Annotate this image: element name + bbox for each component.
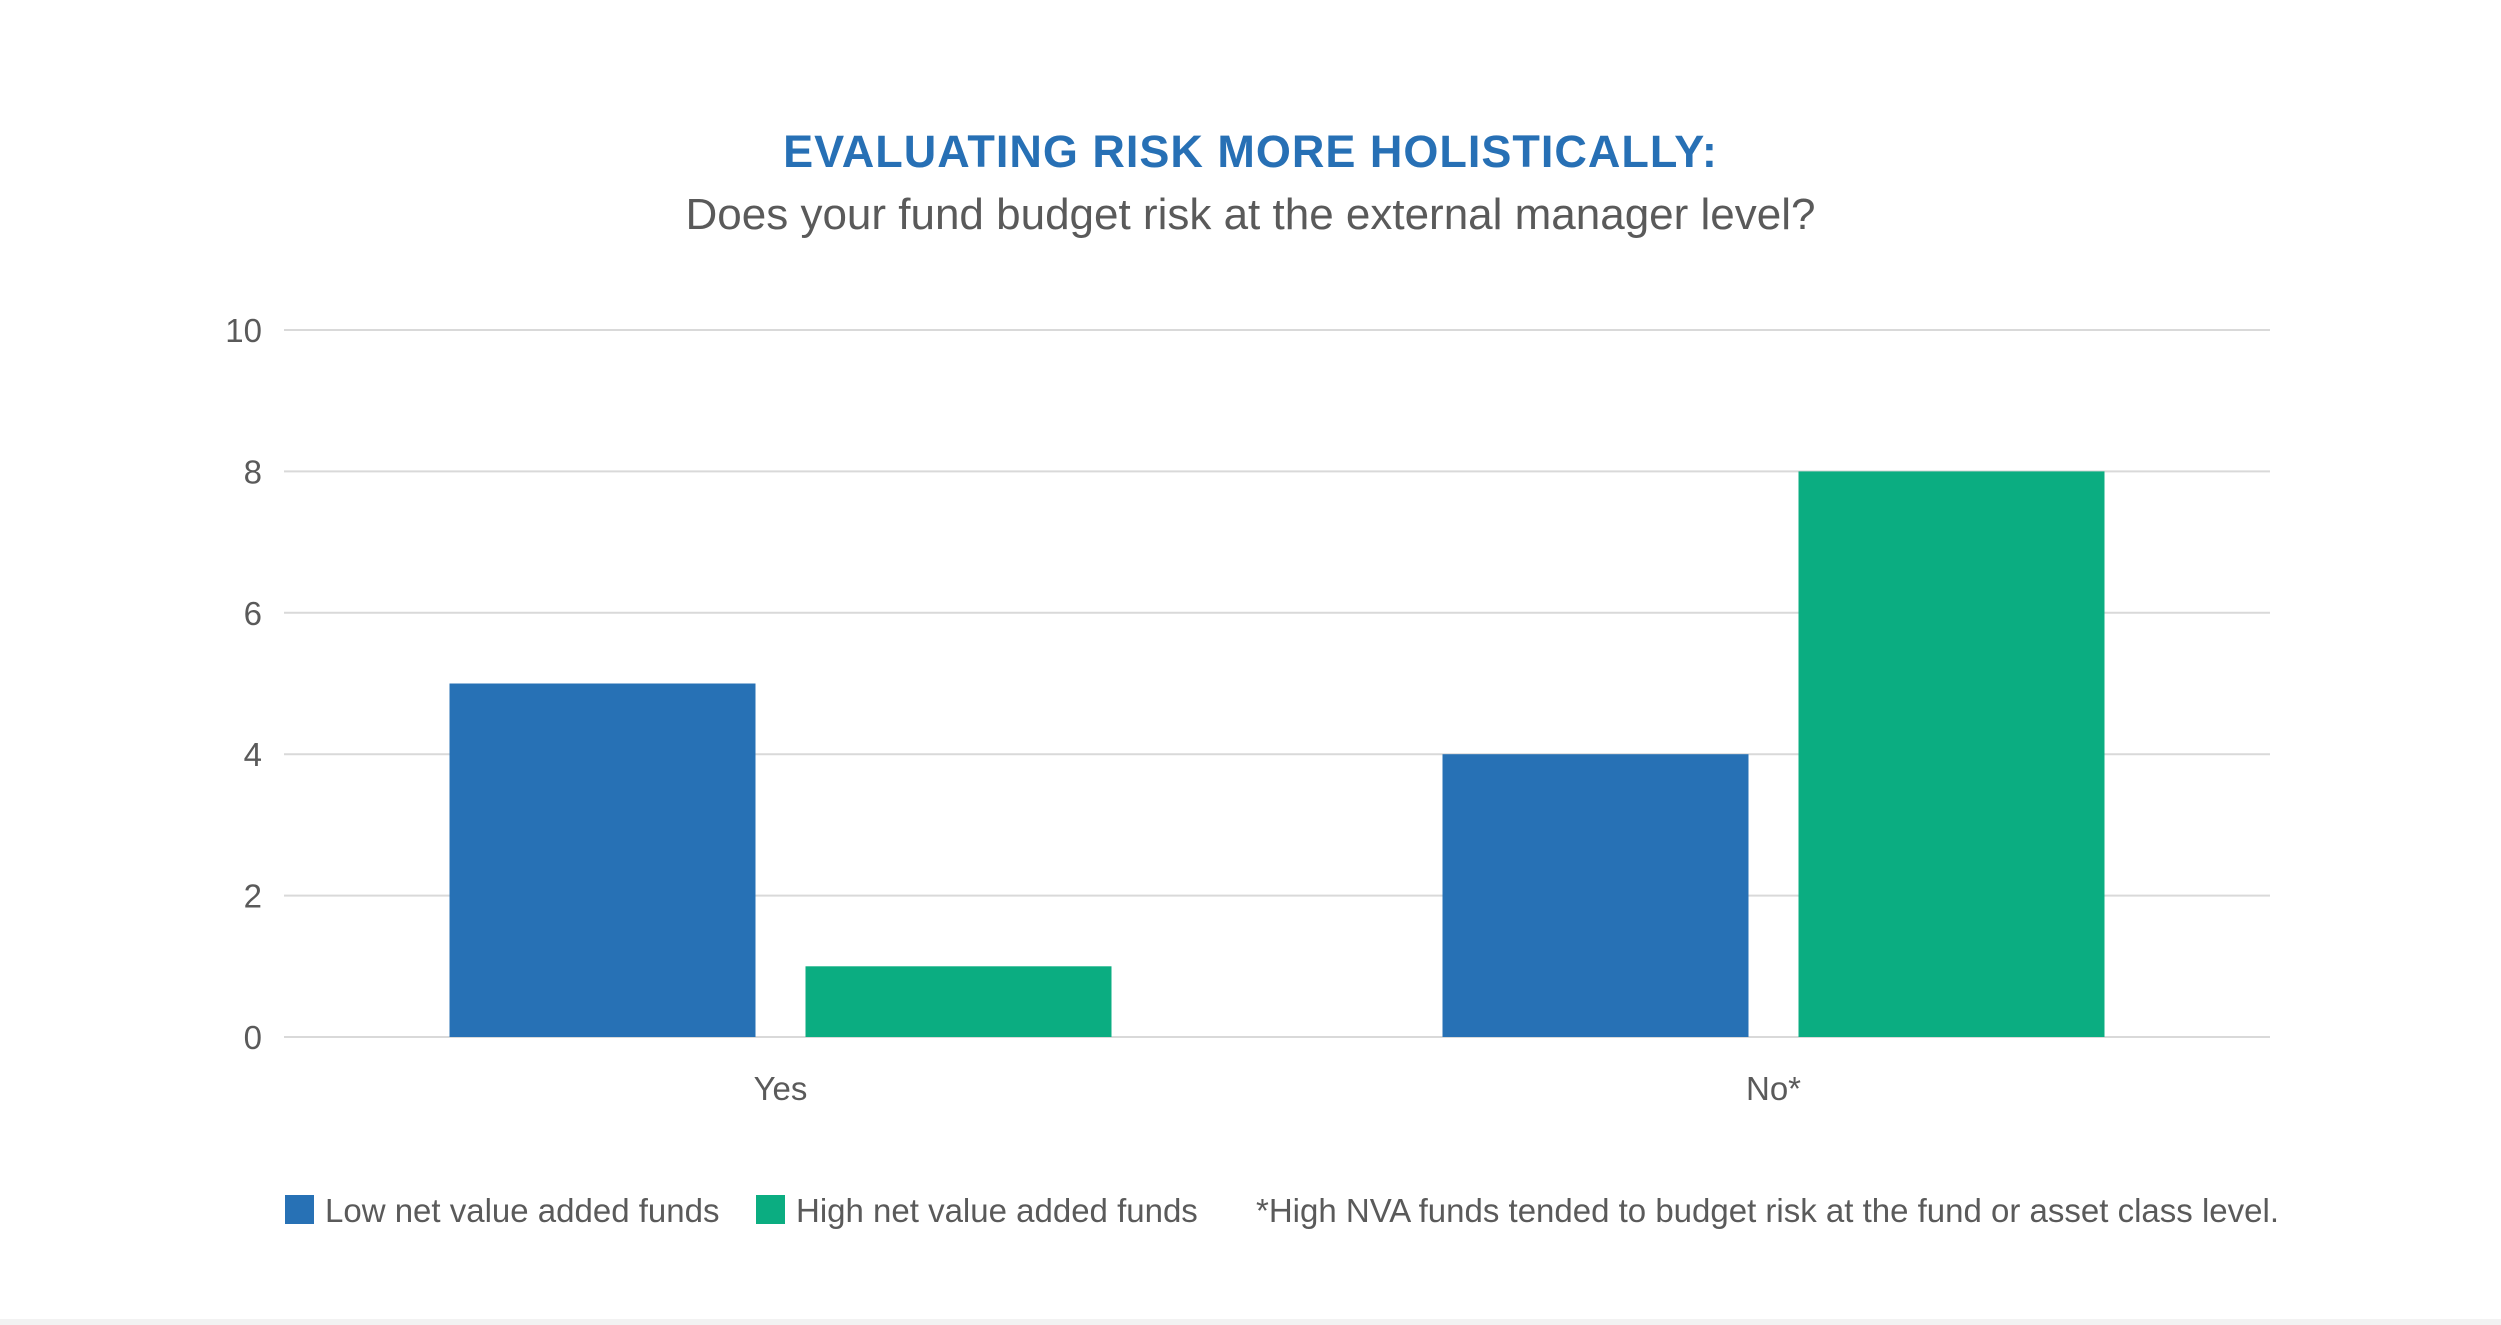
legend-label-low-nva: Low net value added funds [325, 1192, 719, 1229]
bar-yes-series-2 [805, 966, 1112, 1037]
y-axis-ticks: 0 2 4 6 8 10 [225, 312, 262, 1056]
bar-yes-series-1 [449, 683, 756, 1037]
bars [449, 471, 2105, 1037]
legend-label-high-nva: High net value added funds [796, 1192, 1198, 1229]
footnote: *High NVA funds tended to budget risk at… [1256, 1192, 2279, 1229]
x-tick-label: No* [1746, 1070, 1801, 1107]
x-tick-label: Yes [754, 1070, 808, 1107]
x-axis-ticks: Yes No* [754, 1070, 1802, 1107]
y-tick-label: 6 [244, 595, 262, 632]
legend-swatch-low-nva [285, 1195, 314, 1224]
y-tick-label: 0 [244, 1019, 262, 1056]
bar-no-series-2 [1798, 471, 2105, 1037]
y-tick-label: 10 [225, 312, 262, 349]
chart-subtitle: Does your fund budget risk at the extern… [685, 190, 1816, 239]
bar-no-series-1 [1442, 754, 1749, 1037]
y-tick-label: 2 [244, 878, 262, 915]
y-tick-label: 4 [244, 736, 262, 773]
legend: Low net value added funds High net value… [285, 1192, 1198, 1229]
chart-title: EVALUATING RISK MORE HOLISTICALLY: [783, 126, 1718, 177]
legend-swatch-high-nva [756, 1195, 785, 1224]
y-tick-label: 8 [244, 453, 262, 490]
bottom-divider [0, 1319, 2501, 1325]
